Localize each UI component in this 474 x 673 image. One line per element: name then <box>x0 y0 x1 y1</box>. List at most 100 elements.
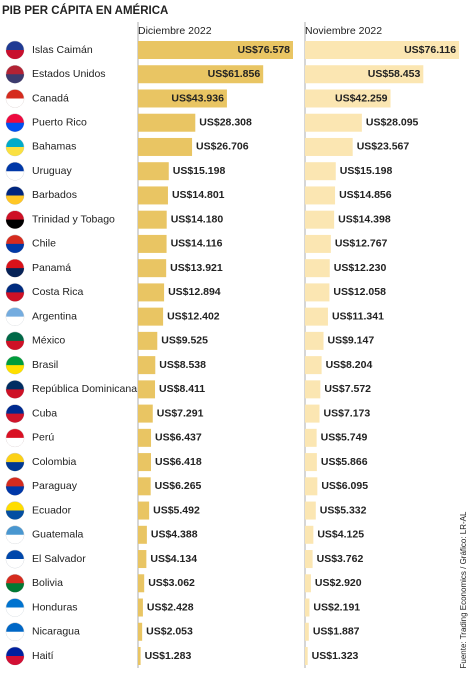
flag <box>6 365 24 375</box>
source: Fuente: Trading Economics / Gráfico: LR-… <box>459 511 468 668</box>
flag <box>6 316 24 326</box>
category-label: Panamá <box>32 262 71 274</box>
flag <box>6 122 24 132</box>
category-label: Islas Caimán <box>32 44 93 56</box>
bar <box>138 113 196 132</box>
value-label: US$5.492 <box>153 504 200 516</box>
bar <box>138 259 167 278</box>
bar <box>305 283 330 302</box>
bar <box>305 162 336 181</box>
value-label: US$28.095 <box>366 117 419 129</box>
value-label: US$9.147 <box>328 335 375 347</box>
bar <box>138 89 227 108</box>
category-label: Bolivia <box>32 577 63 589</box>
bar <box>138 331 158 350</box>
value-label: US$13.921 <box>170 262 223 274</box>
flag <box>6 98 24 108</box>
value-label: US$1.323 <box>312 650 359 662</box>
value-label: US$9.525 <box>161 335 208 347</box>
category-label: República Dominicana <box>32 383 137 395</box>
value-label: US$28.308 <box>199 117 252 129</box>
bar <box>138 428 152 447</box>
flag <box>6 50 24 59</box>
bar <box>305 307 328 326</box>
bar <box>138 647 141 665</box>
value-label: US$1.887 <box>313 626 360 638</box>
bar <box>305 89 391 108</box>
category-label: Puerto Rico <box>32 117 87 129</box>
value-label: US$4.134 <box>150 553 197 565</box>
category-label: Haití <box>32 650 54 662</box>
bar <box>305 598 310 617</box>
bar <box>138 453 151 472</box>
bar <box>138 380 156 399</box>
flag <box>6 389 24 399</box>
bar <box>305 65 424 84</box>
bar <box>305 210 335 229</box>
flag <box>6 486 24 496</box>
category-label: Brasil <box>32 359 58 371</box>
category-label: Barbados <box>32 189 77 201</box>
value-label: US$12.230 <box>334 262 387 274</box>
value-label: US$12.058 <box>333 286 386 298</box>
value-label: US$2.191 <box>313 601 360 613</box>
value-label: US$6.265 <box>155 480 202 492</box>
flag <box>6 631 24 641</box>
category-label: Trinidad y Tobago <box>32 213 115 225</box>
bar <box>138 477 151 496</box>
category-label: Estados Unidos <box>32 68 106 80</box>
value-label: US$76.578 <box>237 44 290 56</box>
flag <box>6 74 24 84</box>
value-label: US$6.418 <box>155 456 202 468</box>
value-label: US$4.388 <box>151 529 198 541</box>
value-label: US$6.437 <box>155 432 202 444</box>
category-label: Argentina <box>32 310 77 322</box>
value-label: US$12.402 <box>167 310 220 322</box>
bar <box>305 501 316 520</box>
value-label: US$8.204 <box>326 359 373 371</box>
bar <box>305 380 321 399</box>
bar <box>305 477 318 496</box>
bar <box>305 428 317 447</box>
flag <box>6 607 24 617</box>
bar <box>305 113 362 132</box>
bar <box>305 453 317 472</box>
legend-label: Diciembre 2022 <box>138 25 212 37</box>
bar <box>138 162 169 181</box>
value-label: US$3.762 <box>317 553 364 565</box>
flag <box>6 340 24 350</box>
category-label: Uruguay <box>32 165 72 177</box>
bar <box>305 404 320 423</box>
value-label: US$7.291 <box>157 407 204 419</box>
category-label: México <box>32 335 65 347</box>
bar <box>138 186 168 205</box>
flag <box>6 559 24 569</box>
value-label: US$1.283 <box>145 650 192 662</box>
category-label: Ecuador <box>32 504 72 516</box>
category-label: Cuba <box>32 407 57 419</box>
bar <box>138 307 164 326</box>
bar <box>138 356 156 375</box>
bar <box>138 525 147 544</box>
bar <box>305 234 331 253</box>
bar <box>305 550 313 569</box>
value-label: US$58.453 <box>368 68 421 80</box>
bar <box>138 65 264 84</box>
value-label: US$2.428 <box>147 601 194 613</box>
value-label: US$12.767 <box>335 238 388 250</box>
flag <box>6 510 24 520</box>
bar <box>305 137 353 156</box>
flag <box>6 656 24 665</box>
value-label: US$3.062 <box>148 577 195 589</box>
value-label: US$14.180 <box>171 213 224 225</box>
value-label: US$12.894 <box>168 286 221 298</box>
flag <box>6 413 24 423</box>
bar <box>305 331 324 350</box>
category-label: Colombia <box>32 456 77 468</box>
value-label: US$43.936 <box>171 92 224 104</box>
value-label: US$14.398 <box>338 213 391 225</box>
value-label: US$76.116 <box>404 44 456 56</box>
bar <box>138 137 193 156</box>
value-label: US$5.866 <box>321 456 368 468</box>
